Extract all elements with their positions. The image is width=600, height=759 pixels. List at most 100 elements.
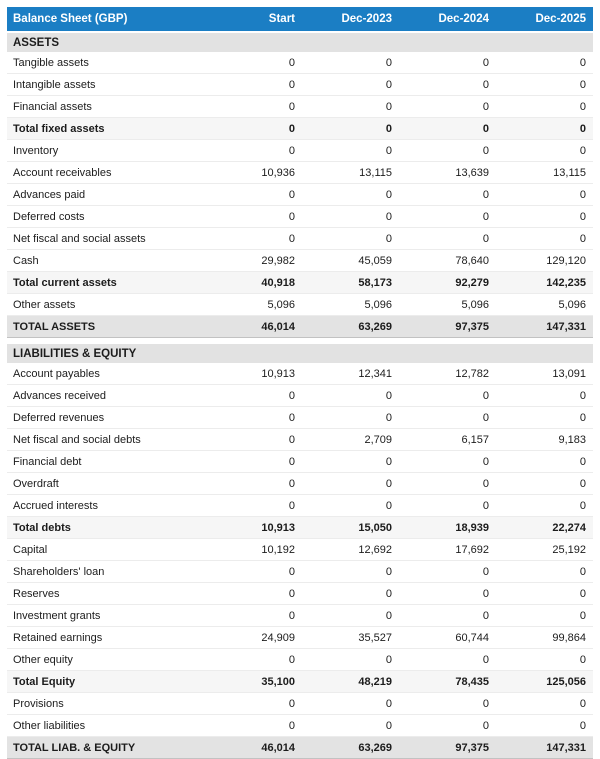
- row-label: Shareholders' loan: [7, 560, 205, 583]
- cell-value: 5,096: [399, 293, 496, 316]
- cell-value: 0: [399, 582, 496, 605]
- cell-value: 13,115: [302, 161, 399, 184]
- cell-value: 0: [302, 227, 399, 250]
- table-row: Deferred revenues 0 0 0 0: [7, 406, 593, 429]
- cell-value: 0: [399, 560, 496, 583]
- cell-value: 6,157: [399, 428, 496, 451]
- cell-value: 0: [496, 95, 593, 118]
- cell-value: 147,331: [496, 736, 593, 759]
- table-row: Deferred costs 0 0 0 0: [7, 205, 593, 228]
- cell-value: 0: [302, 406, 399, 429]
- cell-value: 12,341: [302, 363, 399, 385]
- cell-value: 0: [205, 472, 302, 495]
- table-row: Intangible assets 0 0 0 0: [7, 73, 593, 96]
- cell-value: 0: [496, 494, 593, 517]
- cell-value: 5,096: [496, 293, 593, 316]
- cell-value: 147,331: [496, 315, 593, 338]
- cell-value: 22,274: [496, 516, 593, 539]
- cell-value: 0: [399, 714, 496, 737]
- table-row: Other equity 0 0 0 0: [7, 648, 593, 671]
- cell-value: 125,056: [496, 670, 593, 693]
- table-row: TOTAL LIAB. & EQUITY 46,014 63,269 97,375 14…: [7, 736, 593, 759]
- cell-value: 0: [302, 205, 399, 228]
- cell-value: 0: [302, 384, 399, 407]
- cell-value: 0: [399, 450, 496, 473]
- cell-value: 35,527: [302, 626, 399, 649]
- table-row: Total Equity 35,100 48,219 78,435 125,056: [7, 670, 593, 693]
- cell-value: 142,235: [496, 271, 593, 294]
- table-row: Total fixed assets 0 0 0 0: [7, 117, 593, 140]
- cell-value: 0: [302, 139, 399, 162]
- cell-value: 0: [205, 384, 302, 407]
- cell-value: 0: [496, 560, 593, 583]
- cell-value: 0: [399, 472, 496, 495]
- cell-value: 0: [496, 604, 593, 627]
- cell-value: 0: [302, 582, 399, 605]
- cell-value: 0: [205, 406, 302, 429]
- cell-value: 0: [302, 183, 399, 206]
- cell-value: 0: [205, 183, 302, 206]
- column-header-dec-2025: Dec-2025: [496, 7, 593, 33]
- cell-value: 0: [205, 227, 302, 250]
- cell-value: 0: [302, 450, 399, 473]
- cell-value: 10,192: [205, 538, 302, 561]
- cell-value: 18,939: [399, 516, 496, 539]
- cell-value: 25,192: [496, 538, 593, 561]
- cell-value: 0: [399, 494, 496, 517]
- row-label: Reserves: [7, 582, 205, 605]
- cell-value: 0: [496, 692, 593, 715]
- cell-value: 12,692: [302, 538, 399, 561]
- table-row: Other liabilities 0 0 0 0: [7, 714, 593, 737]
- cell-value: 58,173: [302, 271, 399, 294]
- cell-value: 0: [399, 139, 496, 162]
- section-gap: [7, 337, 593, 344]
- cell-value: 0: [496, 73, 593, 96]
- cell-value: 0: [205, 714, 302, 737]
- table-row: Tangible assets 0 0 0 0: [7, 52, 593, 74]
- cell-value: 0: [302, 560, 399, 583]
- table-row: Account receivables 10,936 13,115 13,639 13,…: [7, 161, 593, 184]
- table-row: Provisions 0 0 0 0: [7, 692, 593, 715]
- cell-value: 0: [496, 205, 593, 228]
- cell-value: 0: [205, 560, 302, 583]
- table-row: Overdraft 0 0 0 0: [7, 472, 593, 495]
- cell-value: 0: [302, 494, 399, 517]
- cell-value: 10,913: [205, 363, 302, 385]
- cell-value: 46,014: [205, 736, 302, 759]
- cell-value: 0: [496, 714, 593, 737]
- row-label: Advances paid: [7, 183, 205, 206]
- row-label: Total Equity: [7, 670, 205, 693]
- table-row: TOTAL ASSETS 46,014 63,269 97,375 147,331: [7, 315, 593, 338]
- cell-value: 0: [399, 52, 496, 74]
- balance-sheet-body: ASSETS Tangible assets 0 0 0 0 Intangible asse…: [7, 32, 593, 759]
- cell-value: 0: [205, 582, 302, 605]
- cell-value: 0: [205, 139, 302, 162]
- row-label: Total fixed assets: [7, 117, 205, 140]
- row-label: Net fiscal and social debts: [7, 428, 205, 451]
- cell-value: 5,096: [302, 293, 399, 316]
- table-row: Total debts 10,913 15,050 18,939 22,274: [7, 516, 593, 539]
- cell-value: 0: [399, 117, 496, 140]
- cell-value: 0: [496, 139, 593, 162]
- cell-value: 0: [302, 472, 399, 495]
- row-label: TOTAL ASSETS: [7, 315, 205, 338]
- cell-value: 5,096: [205, 293, 302, 316]
- cell-value: 0: [205, 95, 302, 118]
- cell-value: 0: [399, 648, 496, 671]
- table-row: Advances received 0 0 0 0: [7, 384, 593, 407]
- cell-value: 97,375: [399, 315, 496, 338]
- cell-value: 0: [302, 73, 399, 96]
- table-row: Other assets 5,096 5,096 5,096 5,096: [7, 293, 593, 316]
- row-label: Overdraft: [7, 472, 205, 495]
- balance-sheet: Balance Sheet (GBP) Start Dec-2023 Dec-2…: [7, 7, 593, 759]
- row-label: Tangible assets: [7, 52, 205, 74]
- cell-value: 0: [205, 52, 302, 74]
- cell-value: 46,014: [205, 315, 302, 338]
- cell-value: 0: [302, 648, 399, 671]
- cell-value: 0: [399, 73, 496, 96]
- cell-value: 97,375: [399, 736, 496, 759]
- cell-value: 0: [399, 692, 496, 715]
- row-label: Total current assets: [7, 271, 205, 294]
- cell-value: 13,091: [496, 363, 593, 385]
- cell-value: 0: [205, 450, 302, 473]
